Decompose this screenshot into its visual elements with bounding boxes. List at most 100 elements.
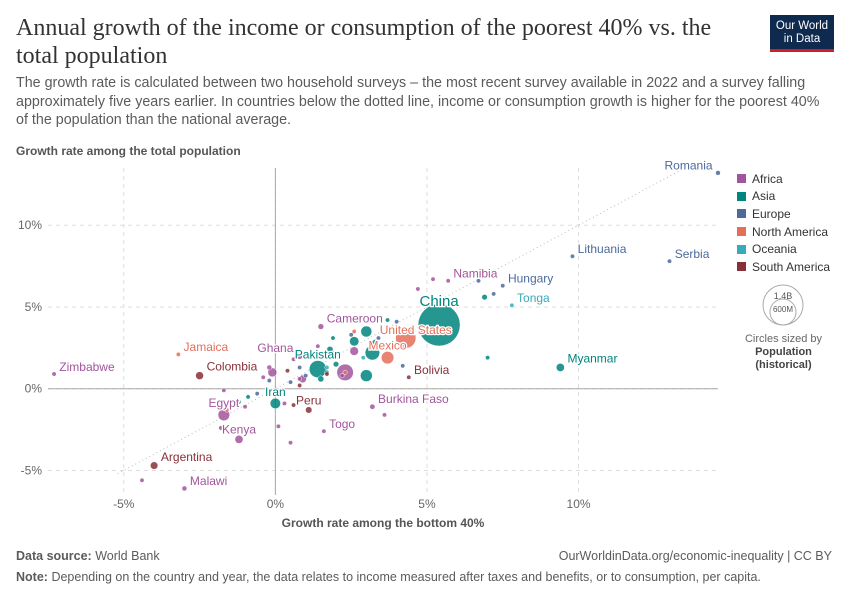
data-label-mexico: Mexico [369,338,407,352]
data-point-circle [481,294,488,301]
data-point-circle [150,461,159,470]
data-point-circle [364,345,380,361]
data-point-europe-a [394,319,400,325]
size-note-bold: Population (historical) [735,346,832,372]
data-label-china: China [419,293,459,310]
owid-logo[interactable]: Our World in Data [770,15,834,52]
data-point-europe-c [476,278,481,284]
data-point-asia-i [236,399,242,405]
data-point-circle [415,286,421,292]
data-point-circle [332,361,340,368]
data-point-asia-c [332,361,340,368]
data-point-circle [385,317,390,323]
data-point-myanmar [555,363,565,372]
data-point-togo [321,428,327,434]
data-point-serbia [667,258,672,264]
data-point-europe-g [297,365,303,370]
data-point-africa-c [291,356,297,362]
data-point-northam-c [224,407,230,413]
data-label-argentina: Argentina [161,450,213,464]
data-point-circle [360,355,366,361]
data-point-united-states [395,327,417,349]
data-label-peru: Peru [296,394,321,408]
legend: Africa Asia Europe North America Oceania… [737,170,847,276]
data-point-africa-b [330,350,336,356]
data-point-circle [267,367,278,378]
data-point-asia-e [485,355,491,361]
data-point-circle [382,412,387,418]
data-label-tonga: Tonga [517,291,550,305]
data-point-circle [297,365,303,370]
legend-item-africa[interactable]: Africa [737,170,847,188]
data-point-europe-l [376,335,381,341]
data-point-circle [342,369,348,375]
legend-item-asia[interactable]: Asia [737,188,847,206]
data-point-circle [224,407,230,413]
data-point-africa-g [260,374,266,380]
data-point-oceania-b [360,355,366,361]
data-point-asia-g [330,335,336,341]
data-point-circle [349,346,359,356]
data-point-circle [317,323,325,330]
data-point-circle [321,428,327,434]
data-label-kenya: Kenya [222,422,256,436]
legend-item-europe[interactable]: Europe [737,205,847,223]
legend-swatch-north-america [737,227,746,237]
legend-item-north-america[interactable]: North America [737,223,847,241]
legend-label-south-america: South America [752,259,831,274]
data-point-africa-a [415,286,421,292]
data-point-circle [324,371,330,377]
legend-label-africa: Africa [752,171,783,186]
data-point-circle [291,402,297,408]
data-point-circle [339,373,345,379]
data-label-serbia: Serbia [675,247,710,261]
legend-item-oceania[interactable]: Oceania [737,240,847,258]
data-point-asia-d [481,294,488,301]
data-point-oceania-a [379,343,384,349]
data-point-circle [380,351,395,365]
data-point-mexico [380,351,395,365]
legend-item-south-america[interactable]: South America [737,258,847,276]
legend-label-north-america: North America [752,224,829,239]
data-point-circle [500,283,506,289]
data-point-liberia [139,477,145,483]
size-label-large: 1.4B [774,291,793,301]
x-axis-title: Growth rate among the bottom 40% [282,516,485,530]
data-point-europe-h [266,378,272,383]
data-point-circle [315,343,321,349]
data-label-cameroon: Cameroon [327,312,383,326]
data-point-circle [555,363,565,372]
data-point-circle [400,363,406,369]
data-point-circle [245,394,251,400]
data-point-circle [260,374,266,380]
data-point-circle [667,258,672,264]
data-point-ghana [296,352,304,360]
data-point-tanzania-like [267,367,278,378]
data-point-africa-n [339,373,345,379]
data-label-pakistan: Pakistan [295,348,341,362]
data-point-circle [379,343,384,349]
data-point-cameroon [317,323,325,330]
data-point-africa-e [266,364,273,371]
data-point-africa-l [382,412,387,418]
data-point-circle [285,368,290,374]
data-point-ethiopia-like [349,346,359,356]
data-point-malawi [181,485,188,492]
data-point-europe-e [348,332,354,338]
data-point-circle [369,403,376,410]
license-link[interactable]: OurWorldinData.org/economic-inequality |… [558,549,832,563]
data-point-argentina [150,461,159,470]
data-point-circle [308,360,327,378]
data-source-value[interactable]: World Bank [95,549,160,563]
data-point-asia-h [245,394,251,400]
data-point-circle [275,423,281,429]
legend-swatch-asia [737,191,746,201]
data-point-circle [218,425,224,431]
data-point-circle [395,327,417,349]
data-point-africa-d [297,376,303,382]
data-point-circle [445,278,451,284]
data-label-zimbabwe: Zimbabwe [59,360,115,374]
legend-swatch-oceania [737,244,746,254]
y-tick-label: 5% [25,300,43,314]
data-label-burkina-faso: Burkina Faso [378,392,449,406]
